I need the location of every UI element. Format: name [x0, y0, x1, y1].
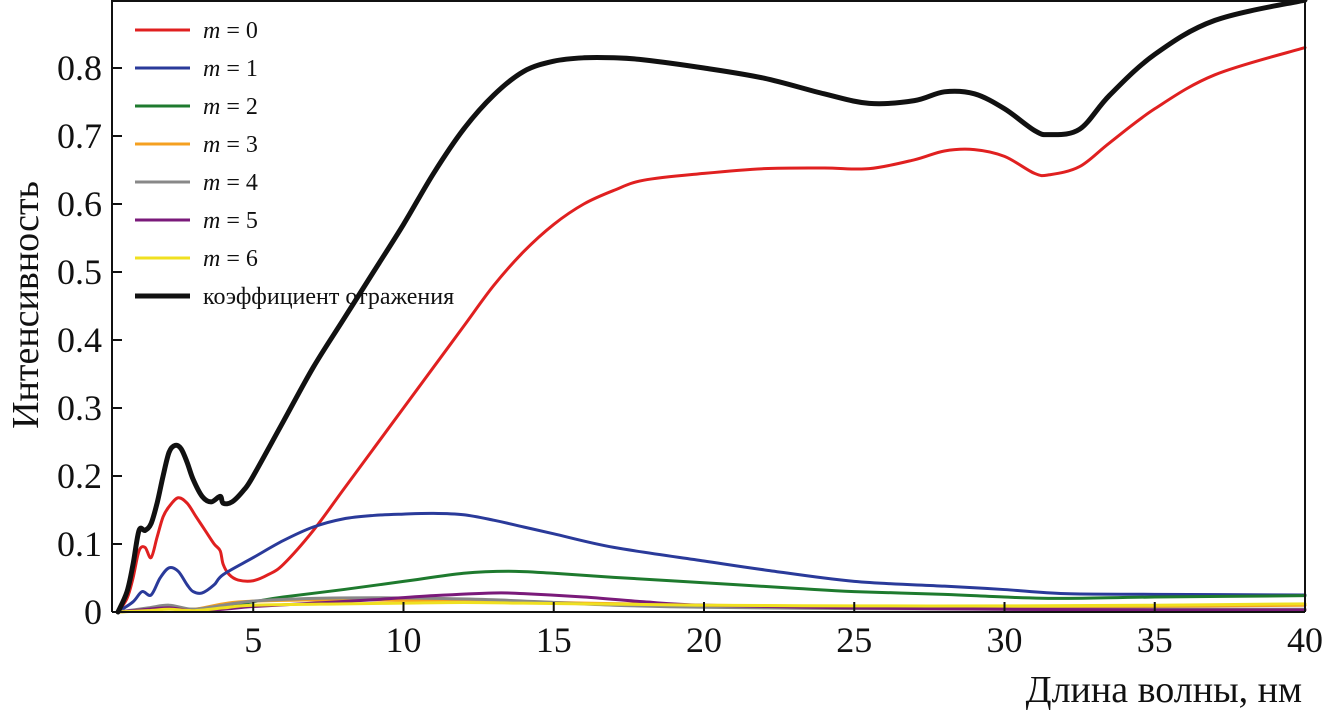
- legend-item: m = 6: [135, 246, 258, 272]
- y-tick-label: 0.5: [57, 252, 102, 292]
- y-tick-label: 0.8: [57, 48, 102, 88]
- y-tick-label: 0.2: [57, 456, 102, 496]
- legend-label: m = 6: [203, 246, 258, 272]
- x-tick-label: 25: [836, 620, 872, 660]
- legend-item: m = 3: [135, 132, 258, 158]
- x-tick-label: 35: [1137, 620, 1173, 660]
- x-axis-title: Длина волны, нм: [1026, 669, 1302, 711]
- legend-item: m = 4: [135, 170, 258, 196]
- legend: m = 0 m = 1 m = 2 m = 3 m = 4 m = 5 m = 6 коэфф…: [135, 18, 454, 310]
- legend-item: m = 2: [135, 94, 258, 120]
- x-tick-label: 10: [385, 620, 421, 660]
- legend-item: m = 1: [135, 56, 258, 82]
- series-line-1: [116, 511, 1307, 614]
- series-layer: [115, 0, 1308, 615]
- ticks-layer: 5 10 15 20 25 30 35 40 0 0.1 0.2 0.3 0.4 0.5 0.6 0.7 0.8: [57, 48, 1323, 660]
- legend-label: m = 1: [203, 56, 258, 82]
- legend-label: m = 5: [203, 208, 258, 234]
- x-tick-label: 20: [686, 620, 722, 660]
- y-tick-label: 0.1: [57, 524, 102, 564]
- y-tick-label: 0.7: [57, 116, 102, 156]
- x-tick-label: 5: [244, 620, 262, 660]
- x-tick-label: 40: [1287, 620, 1323, 660]
- legend-item: коэффициент отражения: [135, 284, 454, 310]
- axes-layer: [111, 0, 1306, 613]
- legend-label: m = 4: [203, 170, 258, 196]
- legend-label: коэффициент отражения: [203, 284, 454, 310]
- y-tick-label: 0.6: [57, 184, 102, 224]
- series-line-7: [115, 0, 1308, 615]
- series-line-0: [116, 46, 1307, 614]
- y-tick-label: 0.4: [57, 320, 102, 360]
- legend-item: m = 0: [135, 18, 258, 44]
- y-tick-label: 0: [84, 592, 102, 632]
- legend-label: m = 3: [203, 132, 258, 158]
- legend-label: m = 2: [203, 94, 258, 120]
- y-tick-label: 0.3: [57, 388, 102, 428]
- y-axis-title: Интенсивность: [5, 181, 47, 429]
- legend-item: m = 5: [135, 208, 258, 234]
- legend-label: m = 0: [203, 18, 258, 44]
- x-tick-label: 30: [986, 620, 1022, 660]
- x-tick-label: 15: [536, 620, 572, 660]
